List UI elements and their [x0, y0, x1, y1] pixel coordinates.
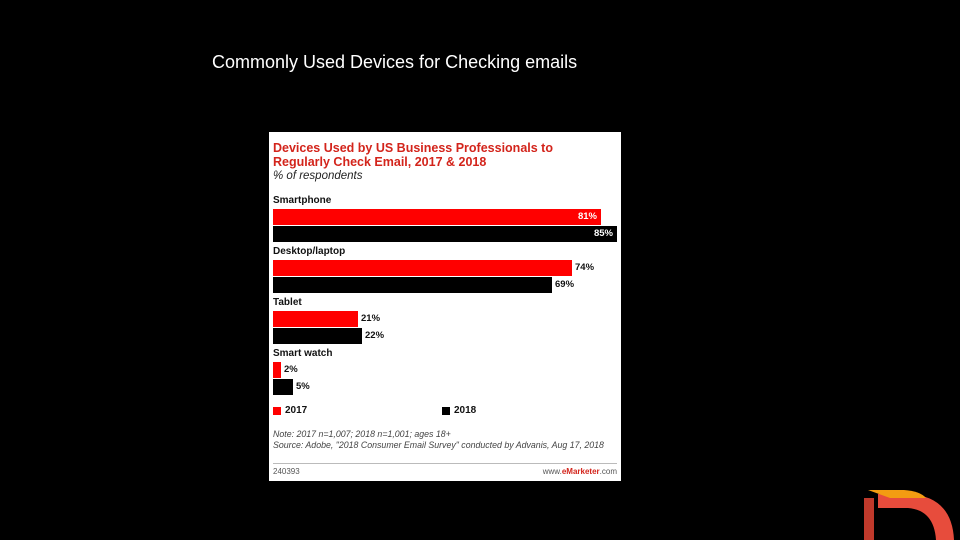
category-label: Tablet [273, 297, 302, 308]
chart-card: Devices Used by US Business Professional… [269, 132, 621, 481]
footer-divider [273, 463, 617, 464]
bar-value-label: 2% [284, 364, 298, 375]
bar-2018 [273, 328, 362, 344]
slide-title: Commonly Used Devices for Checking email… [212, 52, 578, 72]
bar-value-label: 81% [577, 211, 597, 222]
bar-value-label: 85% [593, 228, 613, 239]
legend-swatch-2018 [442, 406, 450, 415]
chart-title: Devices Used by US Business Professional… [273, 141, 553, 169]
bar-2017 [273, 209, 601, 225]
legend-label-2018: 2018 [454, 405, 477, 416]
bar-2017 [273, 311, 358, 327]
chart-id: 240393 [273, 467, 300, 476]
brand-credit: www.eMarketer.com [543, 467, 617, 476]
category-label: Smart watch [273, 348, 333, 359]
source-text: Source: Adobe, "2018 Consumer Email Surv… [273, 439, 604, 450]
brand-logo-icon [864, 490, 954, 540]
bar-2018 [273, 379, 293, 395]
bar-2017 [273, 260, 572, 276]
category-label: Smartphone [273, 195, 332, 206]
bar-value-label: 21% [361, 313, 381, 324]
brand-prefix: www. [542, 467, 562, 476]
brand-suffix: .com [599, 467, 617, 476]
legend-item-2017: 2017 [273, 405, 307, 416]
bar-value-label: 22% [365, 330, 385, 341]
chart-subtitle: % of respondents [273, 170, 363, 182]
bar-2018 [273, 226, 617, 242]
bar-2017 [273, 362, 281, 378]
bar-2018 [273, 277, 552, 293]
category-label: Desktop/laptop [273, 246, 346, 257]
bar-value-label: 69% [555, 279, 575, 290]
legend-label-2017: 2017 [285, 405, 308, 416]
chart-note: Note: 2017 n=1,007; 2018 n=1,001; ages 1… [273, 429, 617, 450]
legend-swatch-2017 [273, 406, 281, 415]
bar-value-label: 5% [296, 381, 310, 392]
legend-item-2018: 2018 [442, 405, 476, 416]
bar-value-label: 74% [575, 262, 595, 273]
note-text: Note: 2017 n=1,007; 2018 n=1,001; ages 1… [273, 429, 451, 439]
brand-name: eMarketer [561, 467, 600, 476]
